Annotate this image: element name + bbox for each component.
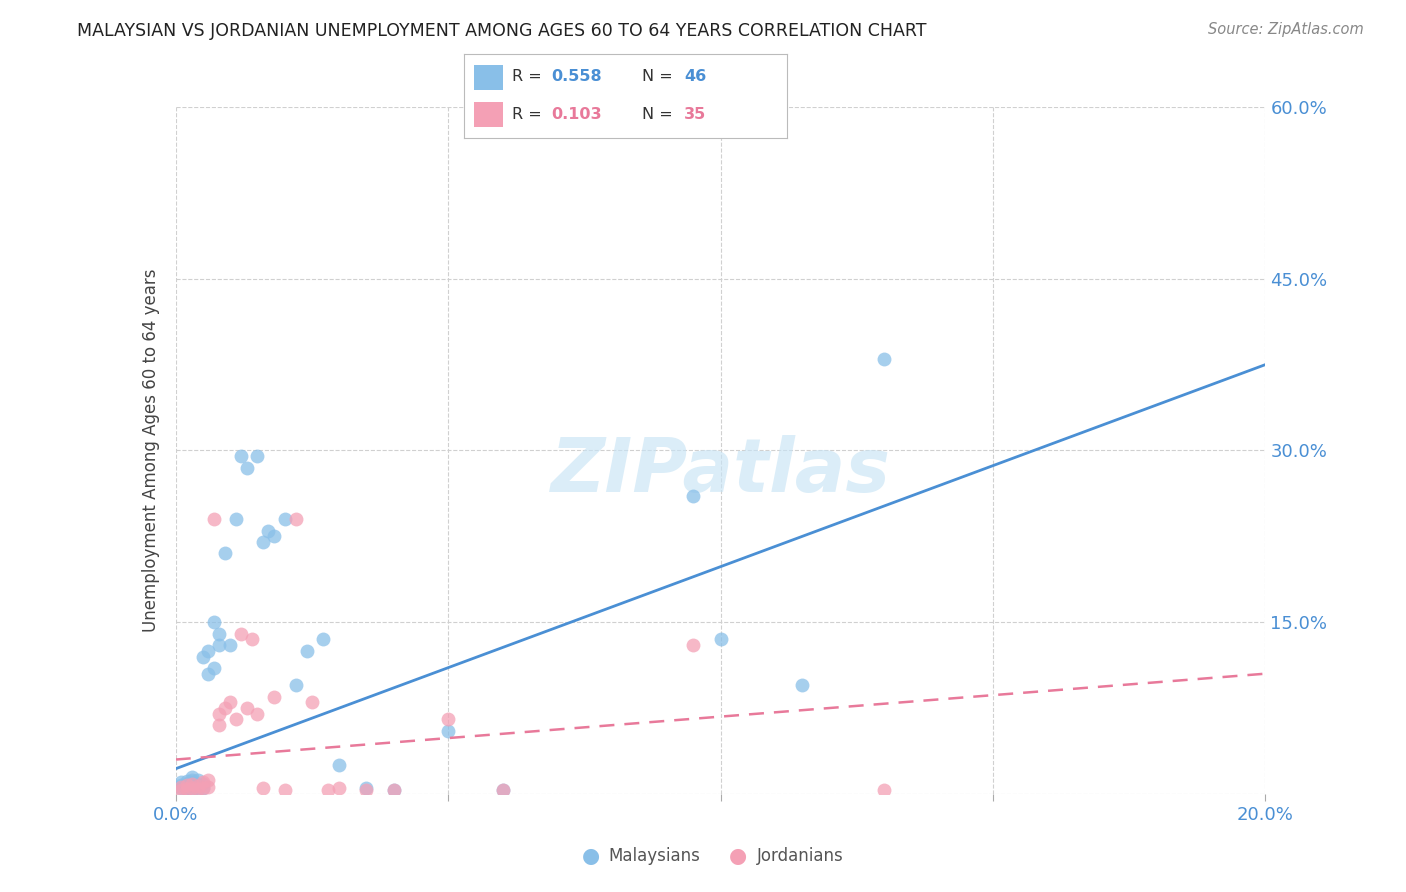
Text: ●: ● xyxy=(730,847,747,866)
Text: Malaysians: Malaysians xyxy=(609,847,700,865)
Y-axis label: Unemployment Among Ages 60 to 64 years: Unemployment Among Ages 60 to 64 years xyxy=(142,268,160,632)
Point xyxy=(356,783,378,797)
Point xyxy=(181,770,204,784)
Point xyxy=(181,776,204,790)
Point xyxy=(301,695,323,709)
Point xyxy=(191,775,214,789)
Point xyxy=(208,706,231,721)
Point xyxy=(202,512,225,526)
Text: ●: ● xyxy=(582,847,599,866)
Point xyxy=(191,781,214,796)
Point xyxy=(170,783,193,797)
Text: R =: R = xyxy=(513,69,547,84)
Point xyxy=(246,449,269,463)
Point xyxy=(873,351,896,366)
Point xyxy=(191,649,214,664)
Point xyxy=(170,778,193,792)
Point xyxy=(382,783,405,797)
Point xyxy=(208,718,231,732)
FancyBboxPatch shape xyxy=(474,64,503,90)
Point xyxy=(219,695,242,709)
Point xyxy=(312,632,335,647)
Point xyxy=(225,512,247,526)
Point xyxy=(257,524,280,538)
Point xyxy=(710,632,733,647)
Point xyxy=(328,758,350,772)
Point xyxy=(170,781,193,796)
Point xyxy=(208,638,231,652)
Text: 0.558: 0.558 xyxy=(551,69,602,84)
Text: MALAYSIAN VS JORDANIAN UNEMPLOYMENT AMONG AGES 60 TO 64 YEARS CORRELATION CHART: MALAYSIAN VS JORDANIAN UNEMPLOYMENT AMON… xyxy=(77,22,927,40)
Text: R =: R = xyxy=(513,107,547,122)
Point xyxy=(202,615,225,630)
Point xyxy=(197,666,219,681)
Point xyxy=(437,723,460,738)
Point xyxy=(295,644,318,658)
Point xyxy=(225,713,247,727)
Point xyxy=(186,778,209,792)
Point xyxy=(492,783,515,797)
Text: 46: 46 xyxy=(683,69,706,84)
Point xyxy=(176,782,198,797)
Text: Jordanians: Jordanians xyxy=(756,847,844,865)
Point xyxy=(274,512,297,526)
Point xyxy=(284,678,307,692)
Point xyxy=(356,781,378,796)
Point xyxy=(186,779,209,793)
Point xyxy=(181,775,204,789)
Point xyxy=(170,780,193,794)
Point xyxy=(231,449,253,463)
Text: Source: ZipAtlas.com: Source: ZipAtlas.com xyxy=(1208,22,1364,37)
Point xyxy=(181,779,204,793)
Point xyxy=(181,783,204,797)
Text: N =: N = xyxy=(643,107,678,122)
Point xyxy=(202,661,225,675)
Point xyxy=(231,626,253,640)
Text: 35: 35 xyxy=(683,107,706,122)
Point xyxy=(197,780,219,794)
Text: 0.103: 0.103 xyxy=(551,107,602,122)
Point xyxy=(274,783,297,797)
Point xyxy=(176,782,198,797)
Point xyxy=(240,632,263,647)
FancyBboxPatch shape xyxy=(474,102,503,128)
Point xyxy=(181,781,204,796)
Point xyxy=(682,638,704,652)
Point xyxy=(284,512,307,526)
Point xyxy=(682,489,704,503)
Point xyxy=(197,644,219,658)
Point xyxy=(208,626,231,640)
Point xyxy=(214,546,236,561)
Point xyxy=(186,773,209,788)
Point xyxy=(197,773,219,788)
Point xyxy=(176,780,198,794)
Point xyxy=(176,778,198,792)
Point xyxy=(492,783,515,797)
Point xyxy=(186,782,209,797)
Point xyxy=(263,690,285,704)
Point xyxy=(873,783,896,797)
Point xyxy=(252,781,274,796)
Text: N =: N = xyxy=(643,69,678,84)
Point xyxy=(181,773,204,788)
Point xyxy=(382,783,405,797)
Point xyxy=(318,783,340,797)
Point xyxy=(252,535,274,549)
Point xyxy=(235,460,257,475)
Text: ZIPatlas: ZIPatlas xyxy=(551,434,890,508)
Point xyxy=(792,678,814,692)
Point xyxy=(263,529,285,543)
Point xyxy=(191,781,214,796)
Point xyxy=(235,701,257,715)
Point xyxy=(328,781,350,796)
Point xyxy=(214,701,236,715)
Point xyxy=(186,782,209,797)
Point xyxy=(191,776,214,790)
Point xyxy=(437,713,460,727)
Point xyxy=(176,774,198,789)
Point xyxy=(246,706,269,721)
Point xyxy=(176,776,198,790)
Point xyxy=(219,638,242,652)
Point xyxy=(170,775,193,789)
